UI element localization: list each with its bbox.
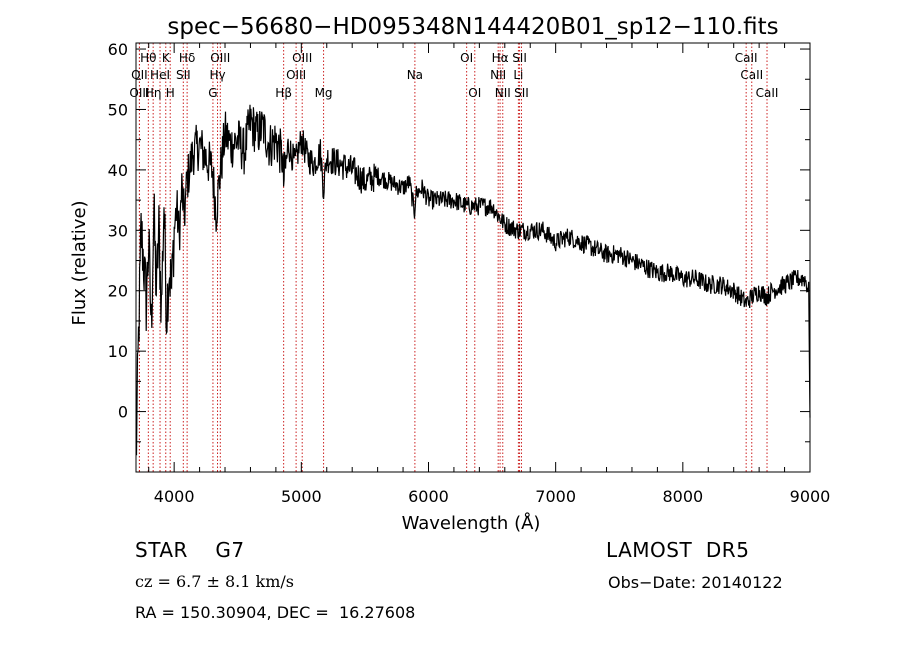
line-label: Hα [492, 51, 509, 65]
spectral-line-markers [138, 43, 768, 472]
y-tick-label: 20 [108, 282, 128, 301]
line-label: OIII [129, 86, 149, 100]
line-label: H [166, 86, 175, 100]
line-label: CaII [735, 51, 758, 65]
y-tick-label: 40 [108, 161, 128, 180]
y-tick-label: 10 [108, 342, 128, 361]
x-tick-label: 6000 [408, 487, 449, 506]
plot-frame [135, 42, 811, 473]
x-tick-label: 9000 [790, 487, 831, 506]
line-label: OIII [210, 51, 230, 65]
line-label: Li [513, 68, 523, 82]
line-label: Hδ [179, 51, 195, 65]
spectral-line-labels: OIIOIIIHθHηHeIKHSIIHδGHγOIIIHβOIIIOIIIMg… [129, 51, 778, 100]
line-label: CaII [740, 68, 763, 82]
x-tick-label: 5000 [281, 487, 322, 506]
line-label: SII [176, 68, 191, 82]
survey-name: LAMOST DR5 [606, 538, 750, 562]
y-tick-label: 30 [108, 221, 128, 240]
line-label: G [208, 86, 217, 100]
x-tick-label: 4000 [154, 487, 195, 506]
line-label: OIII [292, 51, 312, 65]
redshift-velocity: cz = 6.7 ± 8.1 km/s [135, 572, 294, 591]
line-label: Hβ [275, 86, 292, 100]
line-label: OI [460, 51, 473, 65]
x-tick-label: 8000 [662, 487, 703, 506]
line-label: HeI [150, 68, 170, 82]
line-label: Na [407, 68, 423, 82]
chart-title: spec−56680−HD095348N144420B01_sp12−110.f… [167, 14, 778, 40]
line-label: OIII [286, 68, 306, 82]
line-label: CaII [756, 86, 779, 100]
line-label: Hγ [209, 68, 225, 82]
line-label: Mg [315, 86, 333, 100]
line-label: K [162, 51, 171, 65]
object-class: STAR [135, 538, 188, 562]
x-axis-label: Wavelength (Å) [402, 512, 541, 534]
line-label: NII [495, 86, 511, 100]
line-label: SII [512, 51, 527, 65]
spectrum-line [135, 104, 811, 456]
line-label: Hθ [140, 51, 156, 65]
x-tick-label: 7000 [535, 487, 576, 506]
y-tick-label: 0 [118, 403, 128, 422]
y-axis-ticks: 0 10 20 30 40 50 60 [108, 40, 810, 443]
line-label: SII [514, 86, 529, 100]
x-axis-ticks: 4000 5000 6000 7000 8000 9000 [148, 43, 831, 506]
y-tick-label: 50 [108, 100, 128, 119]
y-axis-label: Flux (relative) [69, 200, 90, 325]
object-classification: STAR G7 [135, 538, 245, 562]
object-subclass: G7 [215, 538, 245, 562]
observation-date: Obs−Date: 20140122 [608, 573, 783, 592]
coordinates: RA = 150.30904, DEC = 16.27608 [135, 603, 416, 622]
line-label: OI [468, 86, 481, 100]
y-tick-label: 60 [108, 40, 128, 59]
line-label: Hη [145, 86, 162, 100]
line-label: NII [490, 68, 506, 82]
line-label: OII [131, 68, 148, 82]
